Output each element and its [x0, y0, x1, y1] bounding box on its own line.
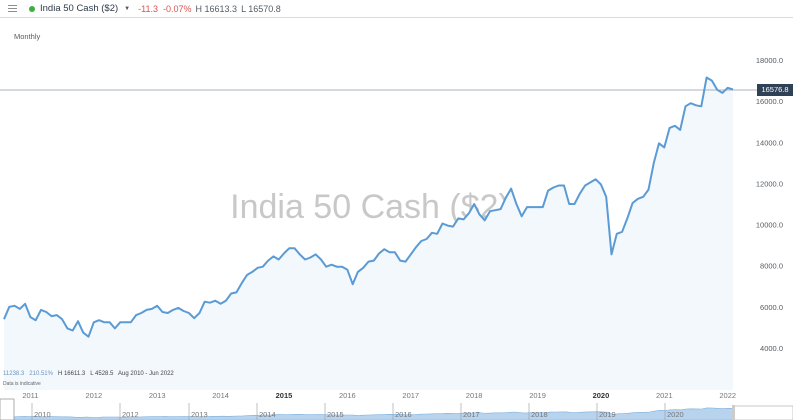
stat-high: H 16611.3	[57, 371, 86, 377]
x-tick-label: 2016	[339, 391, 356, 400]
navigator-scrollbar-grip[interactable]	[732, 405, 735, 420]
navigator-tick-label: 2012	[122, 410, 139, 419]
instrument-name[interactable]: India 50 Cash ($2)	[40, 3, 119, 14]
navigator-tick-label: 2013	[191, 410, 208, 419]
hamburger-menu-icon[interactable]	[8, 5, 17, 12]
instrument-header: India 50 Cash ($2) ▼ -11.3 -0.07% H 1661…	[0, 0, 793, 18]
caret-down-icon[interactable]: ▼	[124, 5, 131, 12]
x-tick-label: 2019	[529, 391, 546, 400]
y-tick-label: 14000.0	[756, 138, 783, 147]
x-tick-label: 2011	[22, 391, 38, 400]
high-value: H 16613.3	[195, 3, 238, 14]
navigator-right-handle[interactable]	[732, 405, 793, 420]
x-tick-label: 2022	[719, 391, 736, 400]
navigator-tick-label: 2015	[327, 410, 344, 419]
current-price-tag: 16576.8	[757, 84, 793, 96]
navigator-ticks: 2010 2012 2013 2014 2015 2016 2017 2018 2019 2020	[31, 403, 684, 420]
x-tick-label: 2020	[593, 391, 610, 400]
market-status-dot	[29, 5, 35, 12]
x-tick-label: 2014	[212, 391, 229, 400]
stat-low: L 4528.5	[90, 371, 114, 377]
navigator-tick-label: 2016	[395, 410, 412, 419]
y-tick-label: 6000.0	[760, 303, 783, 312]
y-axis: 4000.0 6000.0 8000.0 10000.0 12000.0 14000.0 1…	[756, 56, 783, 353]
x-tick-label: 2013	[149, 391, 166, 400]
navigator-tick-label: 2020	[667, 410, 684, 419]
stat-change: 11238.3	[3, 371, 25, 377]
x-tick-label: 2017	[402, 391, 419, 400]
navigator-area	[13, 407, 734, 420]
navigator-tick-label: 2018	[531, 410, 548, 419]
disclaimer: Data is indicative	[3, 381, 41, 387]
y-tick-label: 18000.0	[756, 56, 783, 65]
price-change-percent: -0.07%	[162, 3, 192, 14]
price-line	[3, 76, 734, 338]
price-change: -11.3	[138, 3, 158, 14]
y-tick-label: 4000.0	[760, 344, 783, 353]
x-tick-label: 2015	[276, 391, 293, 400]
navigator-left-handle[interactable]	[0, 398, 15, 420]
y-tick-label: 12000.0	[756, 179, 783, 188]
x-tick-label: 2012	[85, 391, 102, 400]
stat-change-percent: 210.51%	[29, 371, 53, 377]
stat-range: Aug 2010 - Jun 2022	[118, 371, 174, 377]
chart-area-fill	[4, 77, 733, 390]
range-stats: 11238.3 210.51% H 16611.3 L 4528.5 Aug 2…	[3, 371, 174, 377]
y-tick-label: 8000.0	[760, 262, 783, 271]
y-tick-label: 10000.0	[756, 221, 783, 230]
period-label[interactable]: Monthly	[14, 32, 41, 41]
x-tick-label: 2021	[656, 391, 673, 400]
navigator-tick-label: 2017	[463, 410, 480, 419]
y-tick-label: 16000.0	[756, 97, 783, 106]
x-tick-label: 2018	[466, 391, 483, 400]
low-value: L 16570.8	[241, 3, 281, 14]
navigator-tick-label: 2010	[34, 410, 51, 419]
navigator-tick-label: 2014	[259, 410, 276, 419]
navigator-tick-label: 2019	[599, 410, 616, 419]
x-axis: 2011 2012 2013 2014 2015 2016 2017 2018 2019 2020…	[22, 391, 736, 400]
